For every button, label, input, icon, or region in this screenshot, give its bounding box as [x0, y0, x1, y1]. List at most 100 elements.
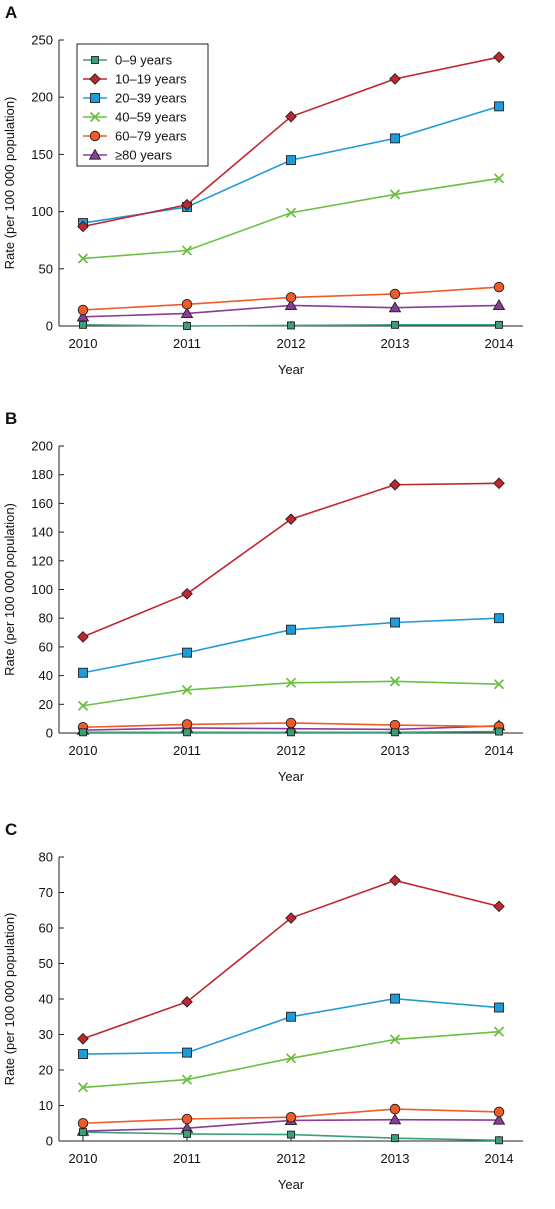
y-tick-label: 200	[31, 90, 53, 105]
data-point-60-79-years	[77, 1117, 89, 1129]
data-point-40-59-years	[77, 1082, 89, 1093]
data-point-0-9-years	[391, 320, 399, 329]
chart-panel-c: C 0 10 20 30 40 50 60 70 80 2010 2011 2012 2013 2014 Ye…	[2, 820, 523, 1192]
data-point-20-39-years	[182, 647, 192, 658]
data-point-40-59-years-stroke-b	[285, 207, 297, 218]
data-point-40-59-years	[181, 684, 193, 696]
data-point-40-59-years	[389, 189, 401, 200]
y-tick-label: 20	[39, 697, 53, 712]
data-point-10-19-years	[77, 1032, 89, 1045]
data-point-10-19-years	[389, 478, 401, 491]
x-tick-label: 2012	[277, 336, 306, 351]
legend-box	[76, 43, 209, 167]
x-tick-label: 2012	[277, 743, 306, 758]
legend-label: 60–79 years	[115, 129, 187, 144]
y-tick-label: 160	[31, 496, 53, 511]
y-tick-label: 80	[39, 611, 53, 626]
data-point-40-59-years	[285, 1053, 297, 1064]
legend-marker-10-19-years	[89, 73, 101, 85]
y-tick-label: 70	[39, 885, 53, 900]
data-point-40-59-years	[285, 207, 297, 218]
y-tick-label: 60	[39, 921, 53, 936]
x-axis-title: Year	[278, 769, 305, 784]
y-tick-label: 150	[31, 147, 53, 162]
data-point-0-9-years	[79, 320, 87, 329]
x-axis-title: Year	[278, 362, 305, 377]
data-point-10-19-years	[493, 51, 505, 63]
y-tick-label: 100	[31, 582, 53, 597]
data-point-40-59-years-stroke-b	[181, 245, 193, 256]
x-tick-label: 2011	[173, 336, 201, 351]
data-point-60-79-years	[389, 288, 401, 300]
data-point-20-39-years	[494, 1002, 504, 1013]
y-tick-label: 0	[46, 726, 53, 741]
data-point-40-59-years	[493, 1026, 505, 1037]
data-point-60-79-years	[77, 304, 89, 316]
data-point-10-19-years	[493, 900, 505, 913]
data-point-40-59-years-stroke-b	[493, 173, 505, 184]
y-tick-label: 40	[39, 992, 53, 1007]
y-tick-label: 140	[31, 525, 53, 540]
y-tick-label: 20	[39, 1063, 53, 1078]
data-point-40-59-years-stroke-b	[181, 1074, 193, 1085]
legend-marker-20-39-years	[90, 93, 100, 103]
legend-marker-40-59-years	[89, 111, 101, 123]
x-tick-label: 2010	[69, 1151, 98, 1166]
y-tick-label: 10	[39, 1098, 53, 1113]
data-point-80-years	[492, 299, 506, 310]
data-point-0-9-years	[495, 727, 503, 736]
legend-label: 10–19 years	[115, 72, 187, 87]
legend-marker-40-59-years-stroke-b	[89, 111, 101, 123]
legend-label: 0–9 years	[115, 53, 173, 68]
data-point-40-59-years-stroke-b	[77, 700, 89, 711]
data-point-0-9-years	[391, 1134, 399, 1143]
data-point-10-19-years	[181, 198, 193, 211]
data-point-40-59-years	[389, 676, 401, 687]
data-point-0-9-years	[287, 1130, 295, 1139]
data-point-0-9-years	[183, 322, 191, 330]
data-point-40-59-years-stroke-b	[285, 677, 297, 688]
data-point-60-79-years	[285, 717, 297, 729]
data-point-40-59-years-stroke-b	[493, 1026, 505, 1037]
data-point-10-19-years	[77, 220, 89, 233]
x-tick-label: 2011	[173, 743, 201, 758]
panel-letter: C	[5, 820, 17, 839]
data-point-60-79-years	[181, 719, 193, 730]
x-tick-label: 2011	[173, 1151, 201, 1166]
data-point-10-19-years	[493, 477, 505, 490]
data-point-20-39-years	[286, 155, 296, 166]
data-point-10-19-years	[389, 73, 401, 85]
data-point-0-9-years	[287, 728, 295, 737]
data-point-20-39-years	[286, 624, 296, 635]
data-point-20-39-years	[494, 101, 504, 112]
legend: 0–9 years 10–19 years 20–39 years 40–59 yea…	[76, 43, 209, 167]
data-point-80-years	[180, 307, 194, 318]
legend-label: 40–59 years	[115, 110, 187, 125]
legend-marker-80-years	[88, 148, 102, 160]
data-point-40-59-years-stroke-b	[77, 253, 89, 264]
y-tick-label: 60	[39, 639, 53, 654]
data-point-20-39-years	[390, 617, 400, 628]
data-point-10-19-years	[181, 587, 193, 600]
chart-panel-a: A 0 50 100 150 200 250 2010 2011 2012 2013 2014 Year…	[2, 3, 523, 377]
data-point-10-19-years	[285, 912, 297, 924]
series-line-20-39-years	[82, 997, 500, 1055]
data-point-60-79-years	[493, 1106, 505, 1118]
data-point-10-19-years	[285, 513, 297, 526]
data-point-0-9-years	[287, 321, 295, 330]
x-tick-label: 2014	[485, 1151, 514, 1166]
series-line-40-59-years	[82, 680, 500, 707]
x-tick-label: 2013	[381, 1151, 410, 1166]
x-tick-label: 2013	[381, 743, 410, 758]
data-point-40-59-years-stroke-b	[493, 679, 505, 690]
data-point-10-19-years	[77, 631, 89, 643]
data-point-80-years	[388, 1113, 402, 1125]
data-point-40-59-years	[77, 700, 89, 711]
data-point-20-39-years	[182, 1047, 192, 1058]
legend-label: 20–39 years	[115, 91, 187, 106]
data-point-40-59-years-stroke-b	[285, 1053, 297, 1064]
y-tick-label: 0	[46, 1134, 53, 1149]
x-tick-label: 2013	[381, 336, 410, 351]
data-point-60-79-years	[493, 281, 505, 293]
